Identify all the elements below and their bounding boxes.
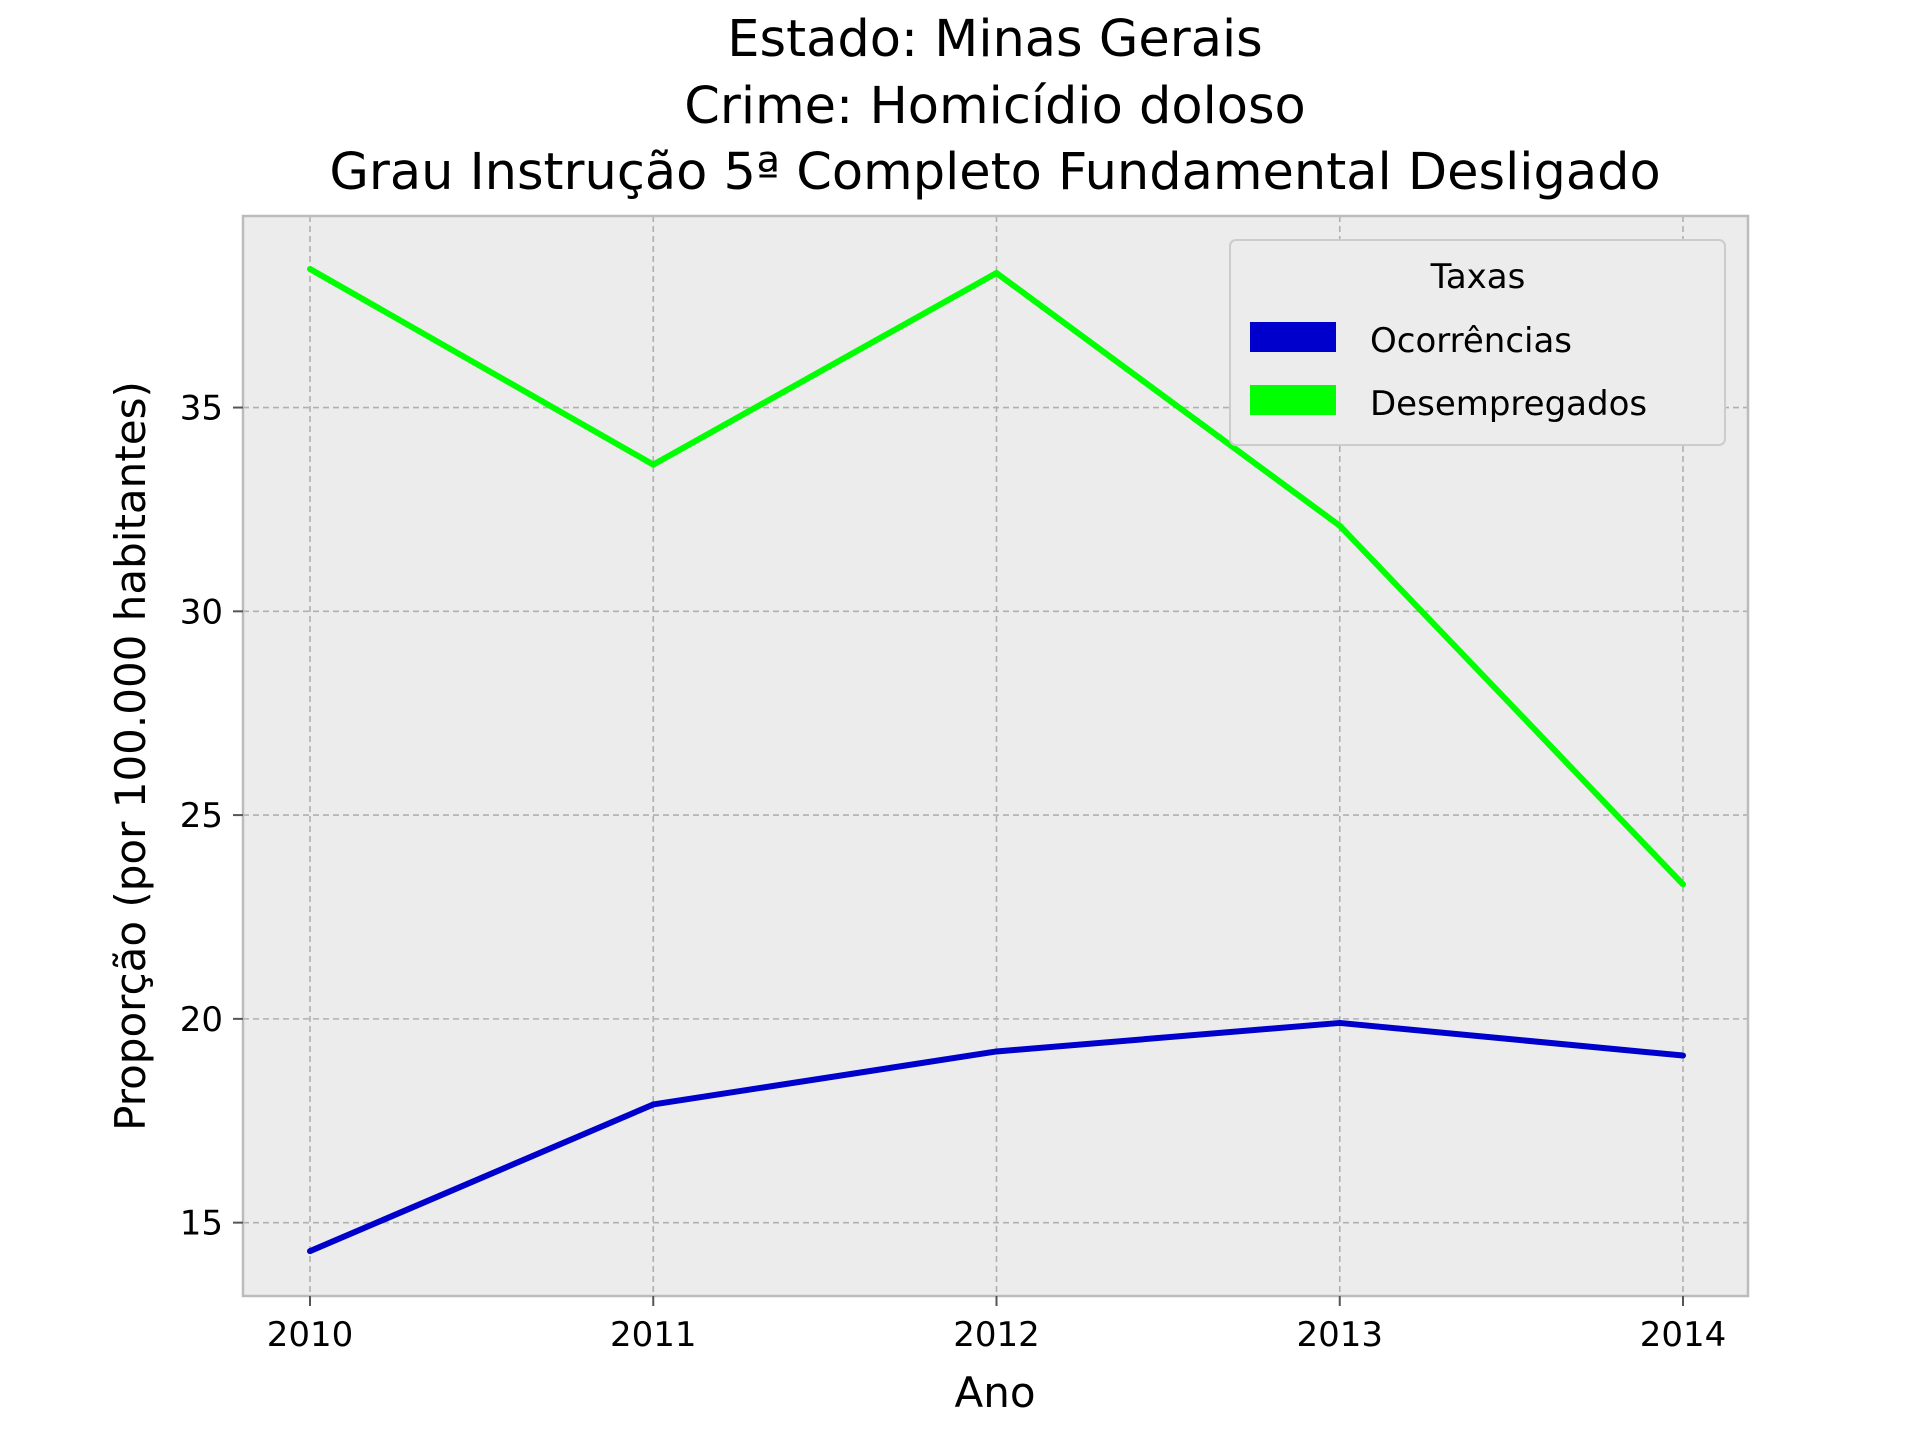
chart-title-line-2: Crime: Homicídio doloso [684, 77, 1306, 136]
chart-title: Estado: Minas Gerais Crime: Homicídio do… [329, 10, 1660, 202]
legend-title: Taxas [1430, 257, 1526, 297]
x-tick-label: 2014 [1640, 1315, 1727, 1355]
x-axis-ticks: 2010 2011 2012 2013 2014 [267, 1296, 1727, 1355]
legend-label-2: Desempregados [1370, 384, 1647, 424]
series-1-point [650, 1101, 657, 1108]
series-lines [307, 265, 1686, 1255]
series-1-point [1336, 1019, 1343, 1026]
y-axis-label: Proporção (por 100.000 habitantes) [106, 381, 155, 1131]
legend-box [1229, 239, 1726, 446]
series-1-point [307, 1248, 313, 1255]
legend-entries: Ocorrências Desempregados [1250, 321, 1647, 424]
legend: Taxas Ocorrências Desempregados [1229, 239, 1726, 446]
series-2-point [650, 461, 657, 468]
series-2-point [307, 265, 313, 272]
chart-title-line-1: Estado: Minas Gerais [727, 10, 1262, 69]
y-tick-label: 30 [180, 592, 223, 632]
y-tick-label: 20 [180, 1000, 223, 1040]
legend-label-1: Ocorrências [1370, 321, 1572, 361]
legend-swatch-1 [1250, 322, 1336, 352]
legend-swatch-2 [1250, 385, 1336, 415]
x-axis-label: Ano [954, 1368, 1035, 1417]
y-axis-ticks: 15 20 25 30 35 [180, 389, 243, 1244]
series-2-point [993, 270, 1000, 277]
x-tick-label: 2013 [1296, 1315, 1383, 1355]
chart-title-line-3: Grau Instrução 5ª Completo Fundamental D… [329, 143, 1660, 202]
series-1-point [993, 1048, 1000, 1055]
x-tick-label: 2012 [953, 1315, 1040, 1355]
y-tick-label: 25 [180, 796, 223, 836]
y-tick-label: 35 [180, 389, 223, 429]
series-1-point [1680, 1052, 1686, 1059]
y-tick-label: 15 [180, 1204, 223, 1244]
x-tick-label: 2011 [610, 1315, 697, 1355]
series-2-point [1336, 522, 1343, 529]
x-tick-label: 2010 [267, 1315, 354, 1355]
series-2-point [1680, 881, 1686, 888]
